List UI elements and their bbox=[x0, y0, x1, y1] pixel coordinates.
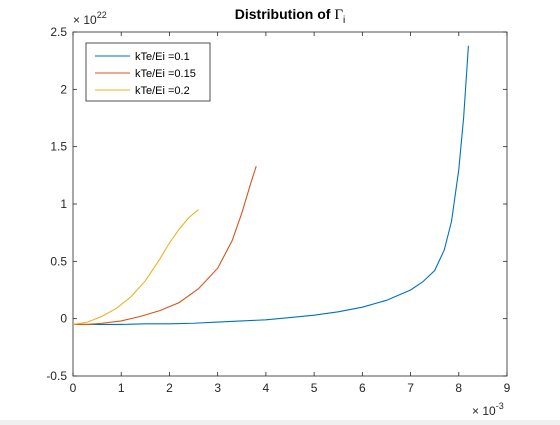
y-tick-label: 1.5 bbox=[50, 140, 67, 154]
x-tick-label: 1 bbox=[118, 381, 125, 395]
chart-title-greek: Γ bbox=[334, 7, 343, 23]
legend-label-3: kTe/Ei =0.2 bbox=[135, 85, 190, 97]
x-tick-label: 8 bbox=[455, 381, 462, 395]
x-tick-label: 7 bbox=[407, 381, 414, 395]
x-tick-label: 9 bbox=[504, 381, 511, 395]
y-tick-label: 0 bbox=[60, 312, 67, 326]
series-line-1 bbox=[73, 45, 469, 325]
series-line-2 bbox=[73, 165, 257, 325]
series-layer bbox=[72, 45, 469, 325]
legend: kTe/Ei =0.1 kTe/Ei =0.15 kTe/Ei =0.2 bbox=[85, 42, 211, 102]
chart-title-subscript: i bbox=[343, 15, 345, 26]
x-scale-exponent: -3 bbox=[496, 401, 504, 411]
x-tick-label: 4 bbox=[263, 381, 270, 395]
x-tick-label: 2 bbox=[166, 381, 173, 395]
y-tick-label: 2.5 bbox=[50, 25, 67, 39]
legend-box bbox=[85, 42, 211, 102]
y-tick-label: 2 bbox=[60, 82, 67, 96]
x-tick-label: 5 bbox=[311, 381, 318, 395]
x-scale-label: × 10-3 bbox=[472, 401, 504, 418]
x-tick-label: 3 bbox=[214, 381, 221, 395]
axis-ticks: 0 1 2 3 4 5 6 7 8 9-0.500.511.522.5 bbox=[46, 25, 510, 395]
legend-label-1: kTe/Ei =0.1 bbox=[135, 51, 190, 63]
chart-title-main: Distribution of bbox=[235, 6, 335, 22]
y-tick-label: 0.5 bbox=[50, 254, 67, 268]
x-tick-label: 6 bbox=[359, 381, 366, 395]
y-tick-label: -0.5 bbox=[46, 369, 67, 383]
y-tick-label: 1 bbox=[60, 197, 67, 211]
chart-title: Distribution of Γi bbox=[235, 6, 345, 26]
x-scale-base: × 10 bbox=[472, 404, 496, 418]
y-scale-label: × 1022 bbox=[73, 10, 107, 27]
x-tick-label: 0 bbox=[70, 381, 77, 395]
y-scale-base: × 10 bbox=[73, 13, 97, 27]
legend-label-2: kTe/Ei =0.15 bbox=[135, 68, 196, 80]
series-line-3 bbox=[72, 209, 199, 325]
y-scale-exponent: 22 bbox=[97, 10, 107, 20]
